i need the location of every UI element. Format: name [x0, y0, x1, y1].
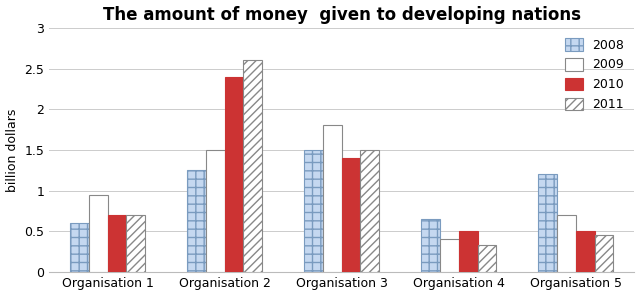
Bar	[459, 231, 477, 272]
Bar	[243, 60, 262, 272]
Bar	[187, 170, 206, 272]
Bar	[108, 215, 126, 272]
Bar	[126, 215, 145, 272]
Bar	[89, 195, 108, 272]
Bar	[304, 150, 323, 272]
Bar	[557, 215, 576, 272]
Bar	[421, 219, 440, 272]
Bar	[206, 150, 225, 272]
Title: The amount of money  given to developing nations: The amount of money given to developing …	[102, 6, 580, 24]
Bar	[225, 77, 243, 272]
Legend: 2008, 2009, 2010, 2011: 2008, 2009, 2010, 2011	[561, 34, 628, 115]
Bar	[70, 223, 89, 272]
Bar	[576, 231, 595, 272]
Bar	[440, 239, 459, 272]
Bar	[538, 174, 557, 272]
Bar	[342, 158, 360, 272]
Bar	[477, 245, 496, 272]
Bar	[323, 126, 342, 272]
Bar	[595, 235, 613, 272]
Bar	[360, 150, 379, 272]
Y-axis label: billion dollars: billion dollars	[6, 108, 19, 192]
